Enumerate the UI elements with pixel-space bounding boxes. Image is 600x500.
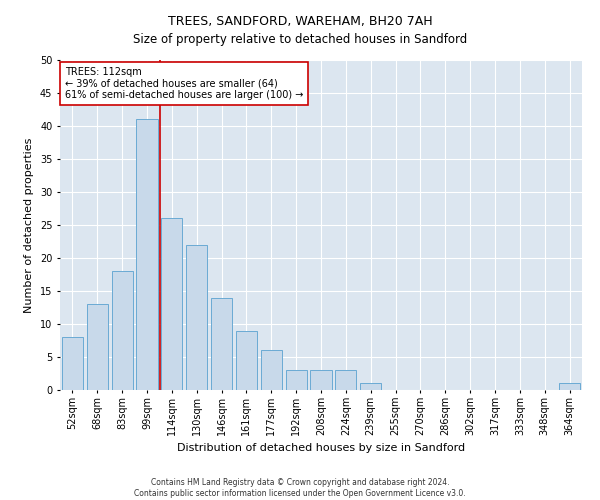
Bar — [112, 271, 133, 390]
Text: Size of property relative to detached houses in Sandford: Size of property relative to detached ho… — [133, 32, 467, 46]
Bar — [161, 218, 182, 390]
Bar — [360, 384, 381, 390]
Bar — [261, 350, 282, 390]
Bar — [335, 370, 356, 390]
Bar — [559, 384, 580, 390]
Bar — [236, 330, 257, 390]
Bar — [87, 304, 108, 390]
Text: TREES, SANDFORD, WAREHAM, BH20 7AH: TREES, SANDFORD, WAREHAM, BH20 7AH — [167, 15, 433, 28]
Bar — [136, 120, 158, 390]
Text: Contains HM Land Registry data © Crown copyright and database right 2024.
Contai: Contains HM Land Registry data © Crown c… — [134, 478, 466, 498]
Bar — [310, 370, 332, 390]
Bar — [186, 245, 207, 390]
Bar — [211, 298, 232, 390]
Bar — [286, 370, 307, 390]
Text: TREES: 112sqm
← 39% of detached houses are smaller (64)
61% of semi-detached hou: TREES: 112sqm ← 39% of detached houses a… — [65, 66, 304, 100]
X-axis label: Distribution of detached houses by size in Sandford: Distribution of detached houses by size … — [177, 444, 465, 454]
Y-axis label: Number of detached properties: Number of detached properties — [25, 138, 34, 312]
Bar — [62, 337, 83, 390]
